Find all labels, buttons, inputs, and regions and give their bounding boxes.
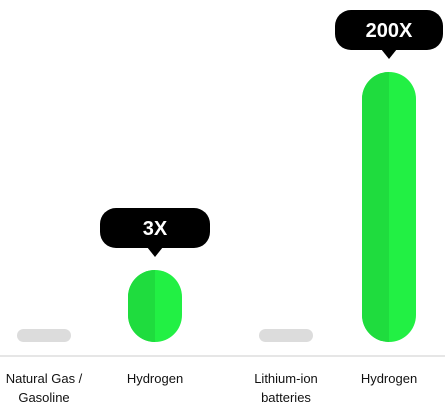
- category-label-lithium-ion: Lithium-ion batteries: [254, 371, 318, 405]
- callout-pointer-1: [147, 247, 163, 257]
- callout-bubble-3: [335, 10, 443, 50]
- bar-shade-3: [362, 72, 389, 342]
- callout-pointer-3: [381, 49, 397, 59]
- bar-baseline-2: [259, 329, 313, 342]
- category-label-hydrogen-2: Hydrogen: [360, 371, 418, 386]
- category-label-hydrogen-1: Hydrogen: [126, 371, 184, 386]
- bar-baseline-0: [17, 329, 71, 342]
- bar-1: [128, 270, 182, 342]
- category-label-natural-gas: Natural Gas / Gasoline: [5, 371, 83, 405]
- data-label-callout-1: 3X: [100, 208, 210, 257]
- callout-bubble-1: [100, 208, 210, 248]
- bar-shade-1: [128, 270, 155, 342]
- data-label-1: 3X: [143, 218, 168, 240]
- data-label-callout-3: 200X: [335, 10, 443, 59]
- data-label-3: 200X: [366, 20, 413, 42]
- bar-3: [362, 72, 416, 342]
